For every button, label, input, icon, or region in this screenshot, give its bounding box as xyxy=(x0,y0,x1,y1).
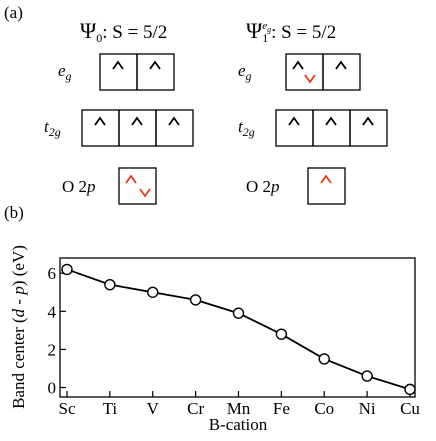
spin-arrow xyxy=(320,174,332,184)
x-tick-label: Co xyxy=(314,399,334,418)
spin-arrow xyxy=(325,116,337,126)
x-tick-label: Cr xyxy=(187,399,204,418)
data-point xyxy=(189,294,202,306)
x-tick-label: Mn xyxy=(227,399,251,418)
y-tick-label: 0 xyxy=(48,378,57,397)
data-point xyxy=(232,307,245,319)
y-tick-label: 2 xyxy=(48,340,57,359)
level-label: O 2p xyxy=(246,177,280,196)
level-label: eg xyxy=(58,61,72,83)
x-tick-label: V xyxy=(147,399,160,418)
spin-arrow xyxy=(335,60,347,70)
spin-arrow xyxy=(94,116,106,126)
orbital-box xyxy=(307,167,346,205)
y-tick-label: 6 xyxy=(48,264,57,283)
data-point xyxy=(275,328,288,340)
level-label: t2g xyxy=(238,117,255,139)
spin-arrow xyxy=(125,174,137,184)
spin-arrow xyxy=(168,116,180,126)
orbital-box xyxy=(155,109,194,147)
x-tick-label: Ti xyxy=(103,399,118,418)
spin-arrow xyxy=(112,60,124,70)
x-axis-label: B-cation xyxy=(209,415,268,434)
x-tick-label: Sc xyxy=(59,399,76,418)
x-tick-label: Fe xyxy=(273,399,290,418)
level-label: O 2p xyxy=(62,177,96,196)
orbital-box xyxy=(136,53,175,91)
data-point xyxy=(147,286,159,298)
orbital-box xyxy=(322,53,361,91)
spin-arrow xyxy=(288,116,300,126)
x-tick-label: Ni xyxy=(359,399,376,418)
orbital-box xyxy=(275,109,314,147)
orbital-box xyxy=(285,53,324,91)
state-title: Ψ0: S = 5/2 xyxy=(80,18,167,45)
spin-arrow xyxy=(362,116,374,126)
data-line xyxy=(66,268,411,391)
y-tick-label: 4 xyxy=(48,302,57,321)
data-point xyxy=(61,263,73,276)
data-point xyxy=(318,353,330,365)
spin-arrow xyxy=(304,74,316,84)
spin-arrow xyxy=(292,60,304,70)
level-label: eg xyxy=(238,61,252,83)
plot-frame xyxy=(59,257,416,398)
level-label: t2g xyxy=(44,117,61,139)
data-point xyxy=(104,278,116,291)
y-axis-label: Band center (d - p) (eV) xyxy=(9,245,28,409)
spin-arrow xyxy=(131,116,143,126)
spin-arrow xyxy=(149,60,161,70)
orbital-box xyxy=(349,109,388,147)
x-tick-label: Cu xyxy=(400,399,420,418)
panel-label: (b) xyxy=(4,203,24,222)
orbital-box xyxy=(99,53,138,91)
orbital-box xyxy=(118,167,157,205)
data-point xyxy=(404,383,416,396)
state-title: Ψ1eg: S = 5/2 xyxy=(246,18,336,45)
panel-label: (a) xyxy=(4,3,23,22)
orbital-box xyxy=(118,109,157,147)
spin-arrow xyxy=(139,188,151,198)
orbital-box xyxy=(312,109,351,147)
data-point xyxy=(361,370,373,382)
orbital-box xyxy=(81,109,120,147)
